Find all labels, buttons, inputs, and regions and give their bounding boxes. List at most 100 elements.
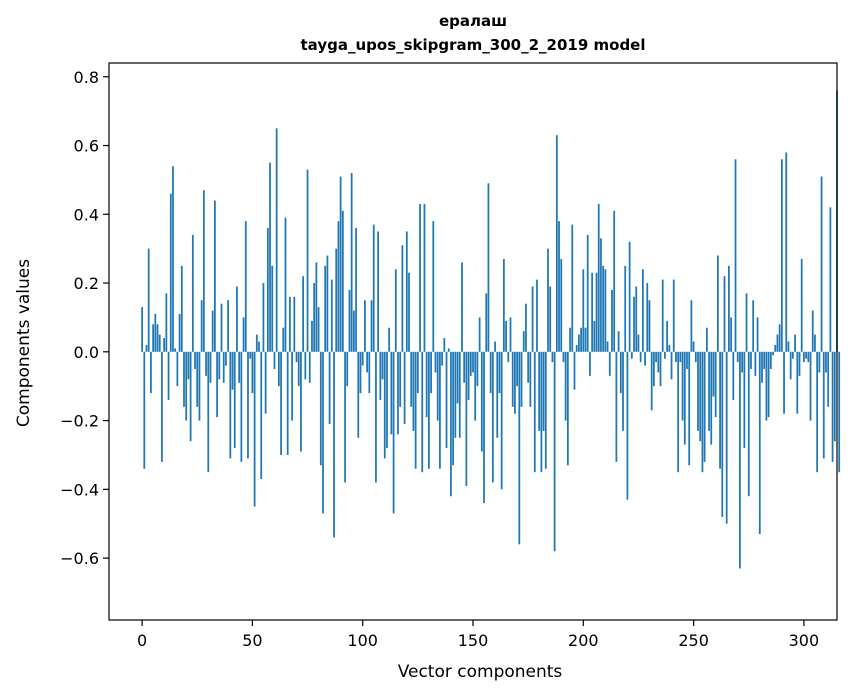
bar-301	[805, 351, 807, 359]
bar-66	[286, 351, 289, 455]
bar-125	[416, 351, 419, 394]
bar-204	[591, 272, 593, 352]
bar-211	[606, 341, 609, 352]
bar-183	[544, 351, 547, 469]
bar-61	[275, 128, 278, 352]
bar-39	[227, 300, 229, 352]
bar-105	[372, 224, 375, 352]
bar-140	[450, 351, 452, 497]
bar-290	[780, 159, 783, 352]
bar-159	[491, 351, 494, 483]
bar-160	[494, 341, 496, 352]
y-tick-label: −0.6	[60, 549, 99, 568]
bar-281	[761, 351, 763, 383]
bar-192	[564, 351, 567, 421]
x-tick-label: 300	[789, 631, 820, 650]
bar-268	[732, 351, 735, 400]
bar-3	[147, 248, 150, 352]
x-axis-label: Vector components	[398, 662, 563, 682]
bar-314	[833, 351, 836, 442]
bar-6	[154, 313, 157, 352]
bar-43	[236, 286, 238, 352]
bar-260	[714, 351, 717, 418]
bar-63	[280, 351, 282, 455]
bar-141	[452, 351, 455, 466]
bar-287	[774, 344, 777, 352]
bar-42	[233, 351, 236, 449]
bar-182	[542, 351, 545, 431]
bar-56	[264, 351, 267, 414]
bar-263	[721, 351, 724, 517]
bar-144	[458, 351, 461, 438]
y-axis-label: Components values	[14, 259, 34, 427]
bar-283	[765, 351, 768, 421]
bar-257	[708, 351, 710, 431]
bar-284	[767, 351, 770, 418]
bar-293	[787, 341, 790, 352]
bar-51	[253, 351, 256, 507]
bar-90	[339, 176, 342, 352]
bar-199	[580, 327, 582, 352]
bar-84	[326, 255, 329, 352]
bar-213	[611, 289, 613, 352]
plot-area-frame	[108, 62, 838, 621]
bar-168	[511, 351, 514, 407]
bar-88	[335, 248, 338, 352]
bar-27	[200, 300, 203, 352]
bar-106	[375, 351, 377, 483]
bar-308	[820, 176, 823, 352]
bar-35	[218, 351, 221, 380]
bar-150	[472, 351, 474, 373]
bar-33	[214, 200, 216, 352]
bar-10	[163, 338, 166, 352]
bar-188	[555, 135, 558, 352]
bar-95	[350, 173, 353, 352]
bar-256	[705, 327, 708, 352]
bar-167	[509, 317, 512, 352]
bar-136	[441, 351, 443, 366]
bar-148	[467, 351, 470, 400]
bar-277	[752, 300, 755, 352]
bar-186	[551, 351, 554, 363]
bar-155	[483, 351, 485, 504]
bar-85	[328, 351, 331, 425]
bar-87	[333, 351, 335, 538]
bar-48	[247, 351, 249, 459]
bar-41	[231, 351, 234, 390]
bar-209	[602, 265, 605, 352]
bar-57	[266, 228, 269, 352]
bar-13	[169, 193, 172, 352]
bar-153	[478, 317, 481, 352]
bar-184	[547, 248, 549, 352]
bar-127	[421, 351, 424, 473]
bar-280	[758, 351, 761, 535]
bar-123	[412, 351, 415, 431]
bar-8	[158, 334, 161, 352]
bar-266	[728, 265, 730, 352]
bar-200	[582, 269, 585, 352]
bar-294	[789, 351, 792, 380]
bar-18	[180, 265, 183, 352]
bar-237	[664, 351, 666, 359]
bar-131	[430, 351, 432, 394]
bar-170	[516, 351, 518, 387]
bar-244	[679, 351, 682, 363]
bar-24	[194, 351, 196, 369]
bar-297	[796, 351, 799, 414]
bar-113	[390, 351, 393, 435]
bar-108	[379, 351, 382, 400]
bar-69	[293, 296, 296, 352]
bar-300	[803, 351, 805, 363]
bar-75	[306, 169, 309, 352]
x-tick-label: 50	[242, 631, 262, 650]
bar-15	[174, 348, 177, 352]
bar-245	[681, 351, 684, 421]
bar-151	[474, 351, 477, 421]
bar-163	[500, 351, 503, 490]
bar-180	[538, 351, 541, 431]
bar-139	[447, 348, 450, 352]
y-tick-label: −0.2	[60, 412, 99, 431]
bar-218	[622, 351, 624, 431]
bar-222	[630, 351, 633, 359]
